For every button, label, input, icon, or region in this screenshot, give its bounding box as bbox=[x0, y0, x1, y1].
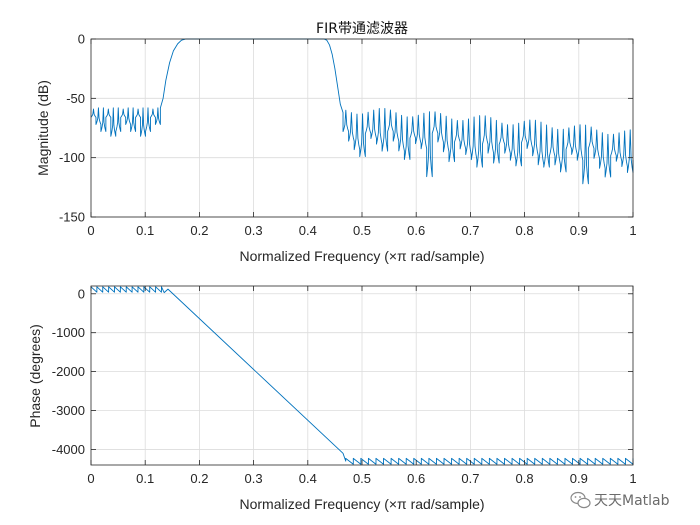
phase-xtick-label: 1 bbox=[629, 471, 636, 486]
magnitude-ytick-label: -100 bbox=[59, 150, 85, 165]
magnitude-ytick-label: 0 bbox=[78, 32, 85, 47]
magnitude-xtick-label: 1 bbox=[629, 223, 636, 238]
magnitude-xtick-label: 0.9 bbox=[570, 223, 588, 238]
watermark: 天天Matlab bbox=[570, 491, 670, 509]
phase-xlabel: Normalized Frequency (×π rad/sample) bbox=[239, 496, 484, 512]
watermark-text: 天天Matlab bbox=[594, 493, 670, 509]
phase-response-line bbox=[90, 286, 634, 465]
phase-xtick-label: 0.3 bbox=[245, 471, 263, 486]
phase-ytick-label: -3000 bbox=[52, 403, 85, 418]
magnitude-xtick-label: 0.7 bbox=[461, 223, 479, 238]
phase-xtick-label: 0.5 bbox=[353, 471, 371, 486]
magnitude-xtick-label: 0.6 bbox=[407, 223, 425, 238]
magnitude-ytick-label: -50 bbox=[66, 91, 85, 106]
phase-xtick-label: 0.2 bbox=[190, 471, 208, 486]
magnitude-ytick-label: -150 bbox=[59, 210, 85, 225]
phase-ytick-label: -2000 bbox=[52, 364, 85, 379]
phase-ytick-label: 0 bbox=[78, 286, 85, 301]
phase-xtick-label: 0.9 bbox=[570, 471, 588, 486]
magnitude-xtick-label: 0.8 bbox=[516, 223, 534, 238]
phase-grid bbox=[91, 286, 633, 465]
magnitude-ticks: 0 0.1 0.2 0.3 0.4 0.5 0.6 0.7 0.8 0.9 1 0 -50 -100 -15… bbox=[59, 32, 637, 239]
magnitude-xlabel: Normalized Frequency (×π rad/sample) bbox=[239, 248, 484, 264]
magnitude-xtick-label: 0.3 bbox=[245, 223, 263, 238]
magnitude-title: FIR带通滤波器 bbox=[316, 21, 408, 37]
phase-xtick-label: 0.4 bbox=[299, 471, 317, 486]
magnitude-xtick-label: 0.2 bbox=[190, 223, 208, 238]
phase-xtick-label: 0.1 bbox=[136, 471, 154, 486]
phase-ticks: 0 0.1 0.2 0.3 0.4 0.5 0.6 0.7 0.8 0.9 1 0 -1000 -2000… bbox=[52, 286, 637, 486]
magnitude-xtick-label: 0.5 bbox=[353, 223, 371, 238]
magnitude-xtick-label: 0.1 bbox=[136, 223, 154, 238]
phase-axes: 0 0.1 0.2 0.3 0.4 0.5 0.6 0.7 0.8 0.9 1 0 -1000 -2000… bbox=[27, 285, 637, 512]
phase-ytick-label: -1000 bbox=[52, 325, 85, 340]
phase-xtick-label: 0.8 bbox=[516, 471, 534, 486]
phase-xtick-label: 0.6 bbox=[407, 471, 425, 486]
phase-xtick-label: 0.7 bbox=[461, 471, 479, 486]
magnitude-response-line bbox=[90, 38, 634, 185]
magnitude-ylabel: Magnitude (dB) bbox=[35, 80, 51, 176]
magnitude-xtick-label: 0 bbox=[87, 223, 94, 238]
phase-xtick-label: 0 bbox=[87, 471, 94, 486]
magnitude-xtick-label: 0.4 bbox=[299, 223, 317, 238]
wechat-icon bbox=[570, 491, 591, 509]
magnitude-axes: 0 0.1 0.2 0.3 0.4 0.5 0.6 0.7 0.8 0.9 1 0 -50 -100 -15… bbox=[35, 21, 637, 264]
phase-ytick-label: -4000 bbox=[52, 442, 85, 457]
phase-ylabel: Phase (degrees) bbox=[27, 324, 43, 428]
